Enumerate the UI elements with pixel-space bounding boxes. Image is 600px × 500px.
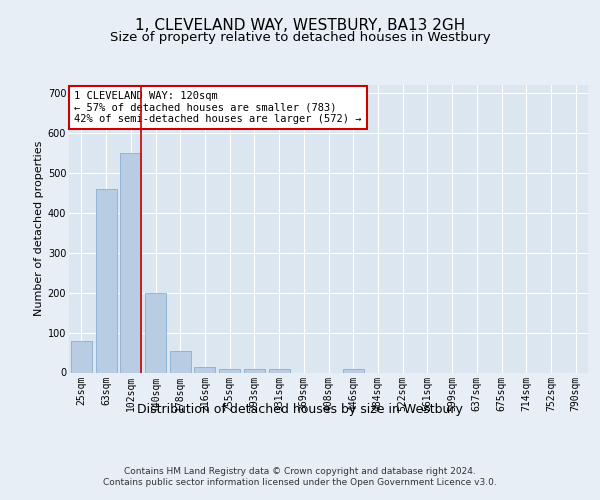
Bar bbox=[120, 153, 141, 372]
Bar bbox=[95, 189, 116, 372]
Text: 1, CLEVELAND WAY, WESTBURY, BA13 2GH: 1, CLEVELAND WAY, WESTBURY, BA13 2GH bbox=[135, 18, 465, 32]
Bar bbox=[71, 340, 92, 372]
Bar bbox=[219, 370, 240, 372]
Bar bbox=[343, 370, 364, 372]
Bar bbox=[269, 370, 290, 372]
Y-axis label: Number of detached properties: Number of detached properties bbox=[34, 141, 44, 316]
Text: 1 CLEVELAND WAY: 120sqm
← 57% of detached houses are smaller (783)
42% of semi-d: 1 CLEVELAND WAY: 120sqm ← 57% of detache… bbox=[74, 91, 362, 124]
Bar bbox=[244, 370, 265, 372]
Bar bbox=[194, 366, 215, 372]
Text: Contains HM Land Registry data © Crown copyright and database right 2024.
Contai: Contains HM Land Registry data © Crown c… bbox=[103, 468, 497, 487]
Bar bbox=[170, 350, 191, 372]
Text: Size of property relative to detached houses in Westbury: Size of property relative to detached ho… bbox=[110, 31, 490, 44]
Text: Distribution of detached houses by size in Westbury: Distribution of detached houses by size … bbox=[137, 402, 463, 415]
Bar bbox=[145, 292, 166, 372]
